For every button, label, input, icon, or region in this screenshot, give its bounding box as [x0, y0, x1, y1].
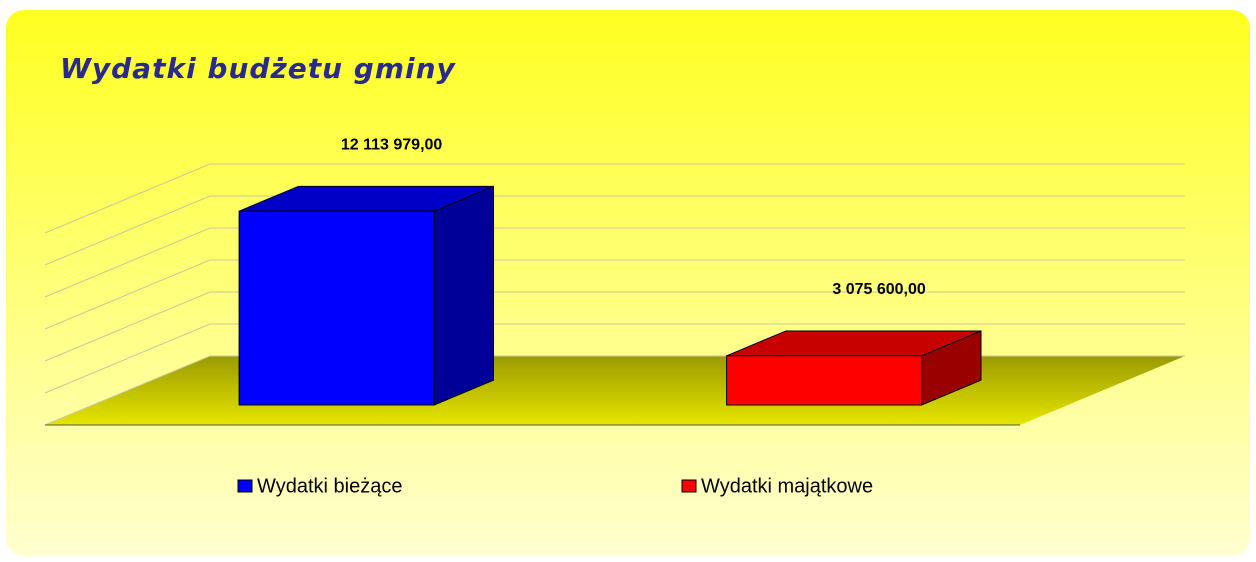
legend-label: Wydatki majątkowe: [701, 475, 873, 497]
chart-background: [6, 10, 1250, 556]
grid-line: [44, 163, 1185, 234]
bar: [238, 210, 435, 406]
legend-label: Wydatki bieżące: [257, 475, 402, 497]
grid-line: [44, 259, 1185, 330]
bar: [726, 355, 923, 406]
grid-line: [44, 291, 1185, 362]
chart-title: Wydatki budżetu gminy: [60, 52, 457, 85]
grid-line: [44, 323, 1185, 394]
data-label: 12 113 979,00: [341, 136, 443, 153]
floor: [45, 356, 1185, 425]
grid-line: [44, 227, 1185, 298]
data-label: 3 075 600,00: [832, 281, 926, 298]
legend-swatch: [237, 479, 253, 493]
grid-line: [44, 195, 1185, 266]
bar-side: [433, 185, 494, 406]
legend-swatch: [681, 479, 697, 493]
